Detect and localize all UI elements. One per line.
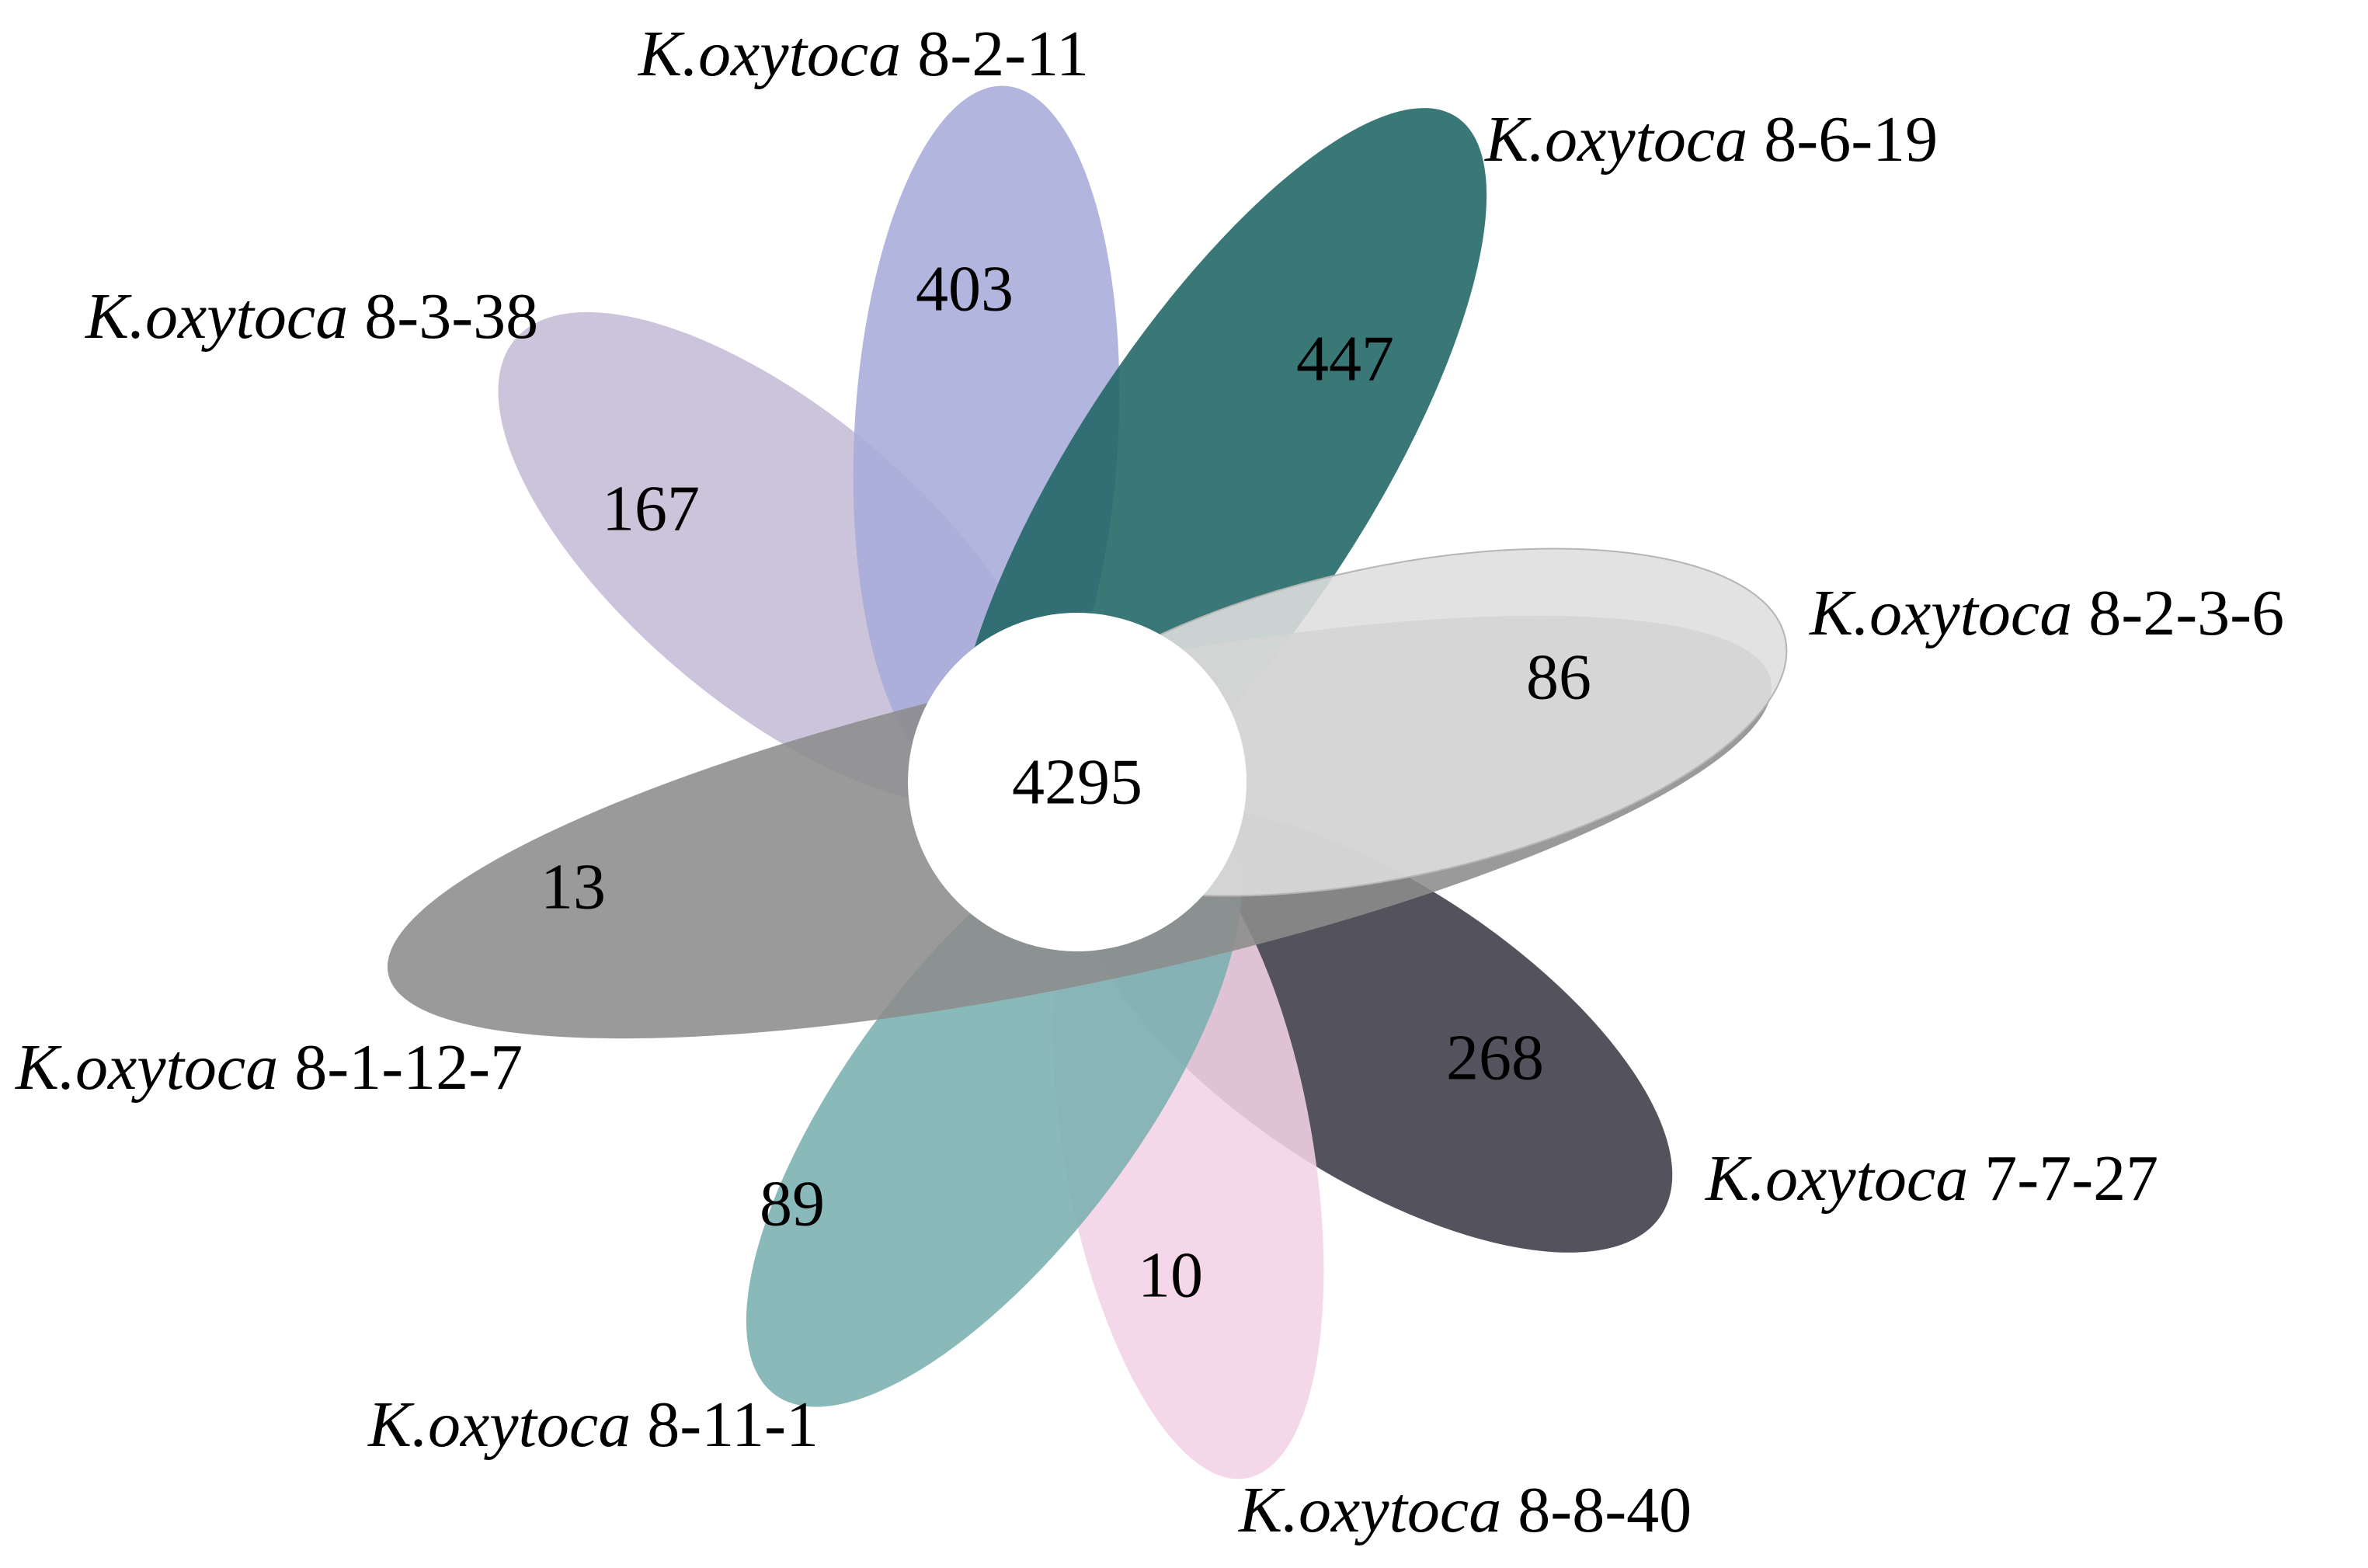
count-8-1-12-7: 13 bbox=[541, 851, 606, 923]
label-strain: 8-11-1 bbox=[647, 1389, 819, 1461]
core-count: 4295 bbox=[1012, 746, 1142, 819]
label-8-11-1: K.oxytoca 8-11-1 bbox=[367, 1389, 819, 1461]
count-8-3-38: 167 bbox=[602, 473, 700, 545]
label-genus: K.oxytoca bbox=[15, 1031, 278, 1104]
count-8-11-1: 89 bbox=[760, 1168, 825, 1240]
count-7-7-27: 268 bbox=[1446, 1022, 1544, 1094]
label-7-7-27: K.oxytoca 7-7-27 bbox=[1705, 1142, 2158, 1215]
label-strain: 8-2-11 bbox=[917, 18, 1089, 90]
label-8-2-11: K.oxytoca 8-2-11 bbox=[638, 18, 1089, 90]
core-circle bbox=[908, 613, 1247, 951]
label-strain: 8-2-3-6 bbox=[2088, 577, 2284, 649]
count-8-2-3-6: 86 bbox=[1526, 641, 1591, 714]
label-genus: K.oxytoca bbox=[367, 1389, 631, 1461]
count-8-2-11: 403 bbox=[916, 253, 1014, 325]
label-genus: K.oxytoca bbox=[1705, 1142, 1968, 1215]
count-8-6-19: 447 bbox=[1296, 323, 1394, 395]
strain-labels: K.oxytoca 8-3-38 K.oxytoca 8-2-11 K.oxyt… bbox=[15, 18, 2284, 1546]
label-8-8-40: K.oxytoca 8-8-40 bbox=[1238, 1474, 1692, 1546]
label-8-3-38: K.oxytoca 8-3-38 bbox=[85, 280, 538, 353]
label-genus: K.oxytoca bbox=[638, 18, 901, 90]
petal-counts: 167 403 447 86 268 10 89 13 bbox=[541, 253, 1591, 1312]
label-8-6-19: K.oxytoca 8-6-19 bbox=[1484, 103, 1938, 176]
label-strain: 8-8-40 bbox=[1518, 1474, 1692, 1546]
label-genus: K.oxytoca bbox=[1809, 577, 2072, 649]
label-8-1-12-7: K.oxytoca 8-1-12-7 bbox=[15, 1031, 523, 1104]
label-genus: K.oxytoca bbox=[1484, 103, 1747, 176]
label-8-2-3-6: K.oxytoca 8-2-3-6 bbox=[1809, 577, 2284, 649]
label-strain: 8-6-19 bbox=[1764, 103, 1938, 176]
label-genus: K.oxytoca bbox=[1238, 1474, 1501, 1546]
label-strain: 7-7-27 bbox=[1984, 1142, 2158, 1215]
petals bbox=[387, 85, 1788, 1479]
label-genus: K.oxytoca bbox=[85, 280, 348, 353]
count-8-8-40: 10 bbox=[1138, 1239, 1203, 1312]
label-strain: 8-3-38 bbox=[364, 280, 538, 353]
label-strain: 8-1-12-7 bbox=[294, 1031, 523, 1104]
